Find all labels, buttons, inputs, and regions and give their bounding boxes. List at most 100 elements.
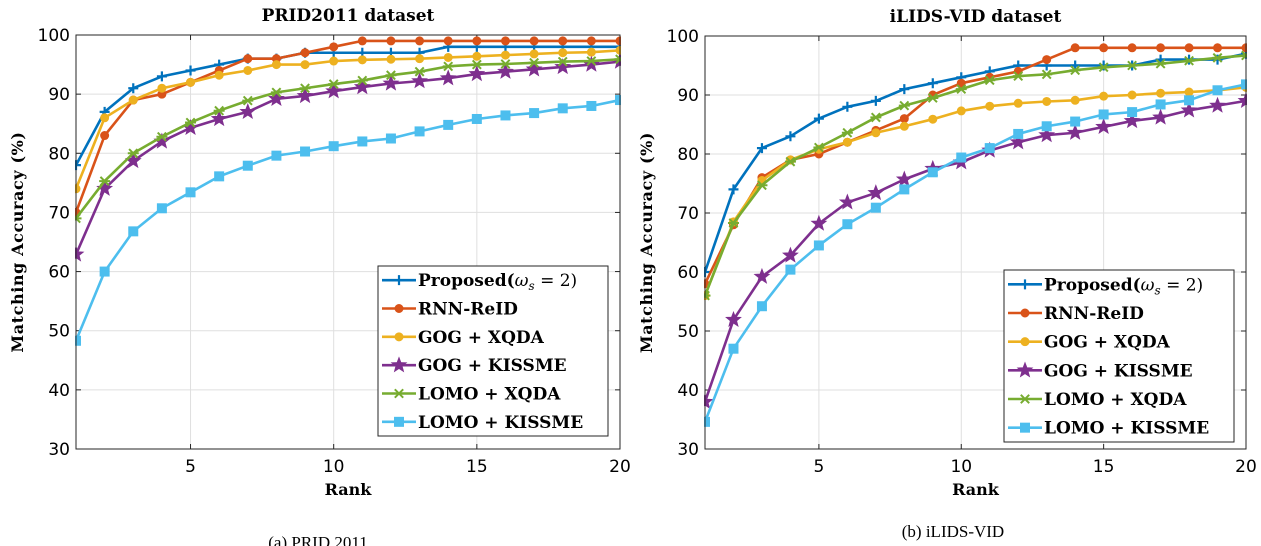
point-lomo-xqda <box>1012 71 1024 82</box>
point-proposed <box>842 101 853 112</box>
point-rnn-reid <box>100 131 110 141</box>
legend-label-gog-xqda: GOG + XQDA <box>1044 333 1171 353</box>
point-lomo-kissme <box>728 343 739 354</box>
series-line-gog-kissme <box>704 99 1247 403</box>
caption-prid2011: (a) PRID 2011 <box>268 533 367 546</box>
point-lomo-xqda <box>499 59 511 69</box>
point-gog-xqda <box>956 106 966 116</box>
point-proposed <box>756 143 767 154</box>
point-lomo-kissme <box>443 119 454 130</box>
y-axis-label: Matching Accuracy (%) <box>637 132 656 353</box>
point-lomo-kissme <box>185 187 196 198</box>
point-gog-xqda <box>1156 88 1166 98</box>
point-gog-kissme <box>1038 126 1056 143</box>
point-gog-xqda <box>1099 91 1109 101</box>
legend-label-gog-xqda: GOG + XQDA <box>418 328 545 348</box>
point-lomo-kissme <box>128 226 139 237</box>
point-gog-kissme <box>838 193 856 210</box>
point-rnn-reid <box>357 36 367 46</box>
point-lomo-xqda <box>813 142 825 153</box>
legend-label-proposed: Proposed(ωs = 2) <box>1044 275 1203 297</box>
legend-label-proposed: Proposed(ωs = 2) <box>418 271 577 293</box>
point-lomo-kissme <box>1070 116 1081 127</box>
point-rnn-reid <box>300 48 310 58</box>
series-lomo-xqda <box>704 50 1247 301</box>
point-rnn-reid <box>1042 55 1052 65</box>
point-lomo-kissme <box>1041 121 1052 132</box>
x-tick-label: 5 <box>813 457 824 477</box>
point-lomo-kissme <box>756 301 767 312</box>
point-gog-kissme <box>497 62 514 79</box>
point-gog-xqda <box>415 54 425 64</box>
axes-frame <box>704 35 1247 450</box>
point-lomo-xqda <box>727 218 739 228</box>
point-gog-xqda <box>1042 96 1052 106</box>
legend-marker-gog-kissme <box>390 356 408 373</box>
point-gog-xqda <box>529 49 539 59</box>
point-gog-xqda <box>157 83 167 93</box>
point-gog-kissme <box>782 246 799 263</box>
point-lomo-xqda <box>213 105 225 116</box>
point-lomo-kissme <box>842 219 853 230</box>
legend-label-rnn-reid: RNN-ReID <box>418 300 518 320</box>
point-lomo-kissme <box>99 266 110 277</box>
y-tick-label: 40 <box>677 381 699 401</box>
point-gog-kissme <box>96 179 114 196</box>
point-lomo-xqda <box>870 112 882 123</box>
point-lomo-xqda <box>270 87 282 98</box>
point-gog-xqda <box>1184 87 1194 97</box>
point-lomo-kissme <box>529 108 540 119</box>
point-gog-xqda <box>128 95 138 105</box>
point-lomo-xqda <box>299 83 311 94</box>
point-lomo-xqda <box>585 56 597 66</box>
y-tick-label: 50 <box>677 322 699 342</box>
point-rnn-reid <box>1127 43 1137 53</box>
point-gog-kissme <box>353 78 371 95</box>
point-lomo-xqda <box>356 75 368 86</box>
point-proposed <box>813 113 824 124</box>
point-gog-kissme <box>439 69 457 86</box>
point-lomo-kissme <box>471 113 482 124</box>
legend-label-lomo-kissme: LOMO + KISSME <box>418 413 583 433</box>
y-tick-label: 50 <box>48 322 70 342</box>
point-lomo-xqda <box>1212 52 1224 63</box>
legend-marker-lomo-kissme <box>1020 422 1030 433</box>
point-lomo-kissme <box>1127 107 1138 118</box>
legend-marker-proposed <box>1020 279 1030 290</box>
point-gog-kissme <box>239 103 257 120</box>
legend-label-gog-kissme: GOG + KISSME <box>1044 361 1193 381</box>
y-tick-label: 90 <box>48 85 70 105</box>
point-lomo-kissme <box>1155 99 1166 110</box>
point-rnn-reid <box>586 36 596 46</box>
point-rnn-reid <box>329 42 339 52</box>
series-line-rnn-reid <box>75 39 620 213</box>
point-rnn-reid <box>443 36 453 46</box>
series-gog-xqda <box>75 45 621 194</box>
legend-label-lomo-xqda: LOMO + XQDA <box>418 385 561 405</box>
point-gog-kissme <box>210 110 228 127</box>
legend-marker-gog-xqda <box>394 332 404 342</box>
series-proposed <box>75 41 621 171</box>
point-lomo-kissme <box>984 143 995 154</box>
point-lomo-xqda <box>99 176 111 186</box>
point-proposed <box>927 78 938 89</box>
point-lomo-kissme <box>300 146 311 157</box>
y-tick-label: 30 <box>677 440 699 460</box>
point-lomo-xqda <box>927 93 939 103</box>
point-lomo-kissme <box>500 110 511 121</box>
point-gog-xqda <box>386 54 396 64</box>
x-tick-label: 10 <box>323 457 345 477</box>
point-gog-xqda <box>871 128 881 138</box>
point-lomo-xqda <box>1041 69 1053 80</box>
point-gog-xqda <box>186 77 196 87</box>
x-axis-label: Rank <box>952 480 1000 499</box>
legend-marker-lomo-xqda <box>393 388 405 399</box>
point-gog-kissme <box>296 87 314 104</box>
point-lomo-kissme <box>271 150 282 161</box>
point-lomo-xqda <box>127 148 139 159</box>
point-lomo-kissme <box>870 202 881 213</box>
point-rnn-reid <box>529 36 539 46</box>
point-lomo-kissme <box>956 152 967 163</box>
point-gog-xqda <box>357 55 367 65</box>
